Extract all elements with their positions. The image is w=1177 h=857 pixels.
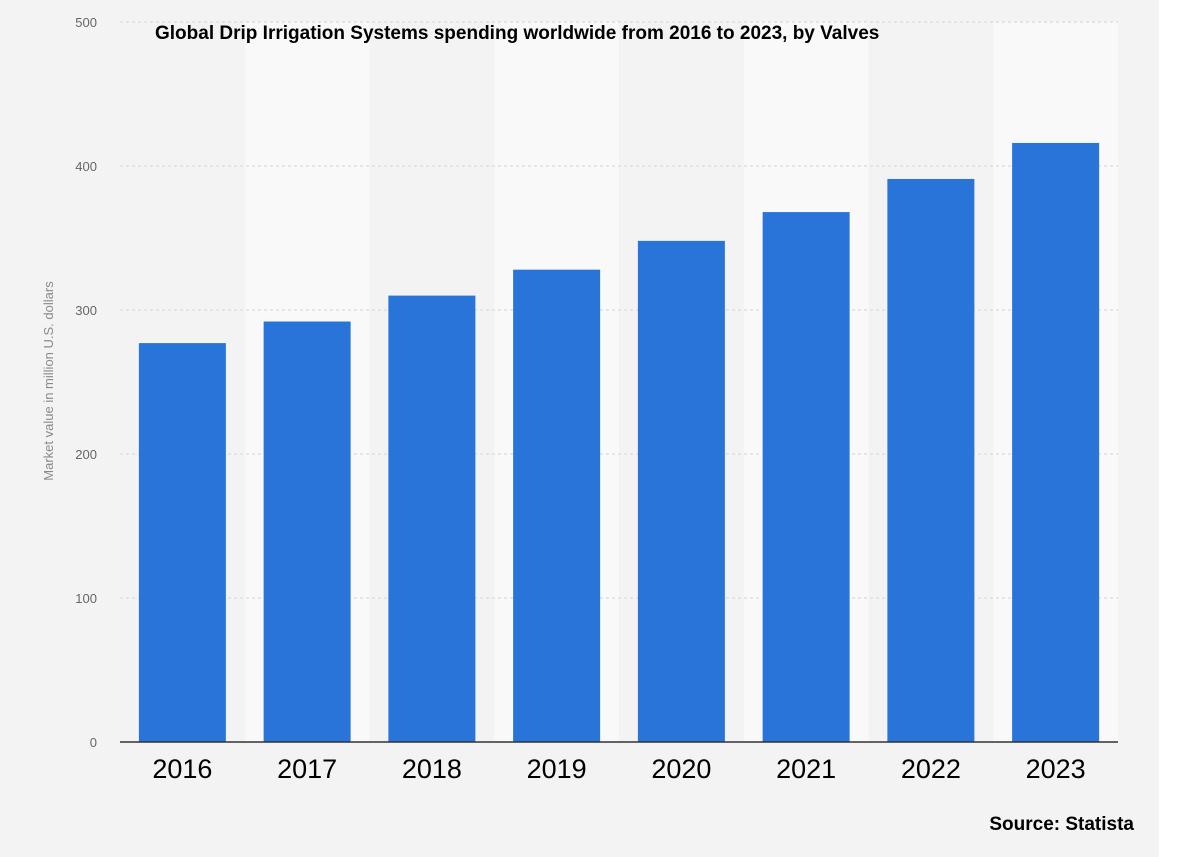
y-tick-label: 300	[75, 303, 97, 318]
x-tick-labels: 2016 2017 2018 2019 2020 2021 2022 2023	[152, 754, 1085, 784]
y-tick-label: 100	[75, 591, 97, 606]
bar-2023	[1012, 142, 1100, 742]
gridlines	[120, 21, 1118, 599]
x-tick-label: 2018	[402, 754, 462, 784]
y-axis-label: Market value in million U.S. dollars	[41, 281, 56, 481]
x-tick-label: 2019	[527, 754, 587, 784]
bar-2018	[388, 295, 476, 742]
x-tick-label: 2016	[152, 754, 212, 784]
bars	[138, 142, 1100, 742]
bar-2019	[513, 269, 601, 742]
x-tick-label: 2023	[1026, 754, 1086, 784]
x-tick-label: 2017	[277, 754, 337, 784]
bar-2021	[762, 212, 850, 742]
y-tick-label: 500	[75, 15, 97, 30]
x-tick-label: 2022	[901, 754, 961, 784]
y-tick-label: 0	[90, 735, 97, 750]
y-tick-labels: 0 100 200 300 400 500	[75, 15, 97, 750]
source-note: Source: Statista	[989, 814, 1134, 835]
y-tick-label: 400	[75, 159, 97, 174]
chart-title: Global Drip Irrigation Systems spending …	[155, 23, 879, 44]
bar-2020	[637, 240, 725, 742]
bar-2017	[263, 321, 351, 742]
y-tick-label: 200	[75, 447, 97, 462]
bar-2016	[138, 343, 226, 742]
x-tick-label: 2021	[776, 754, 836, 784]
bar-2022	[887, 178, 975, 742]
x-tick-label: 2020	[651, 754, 711, 784]
